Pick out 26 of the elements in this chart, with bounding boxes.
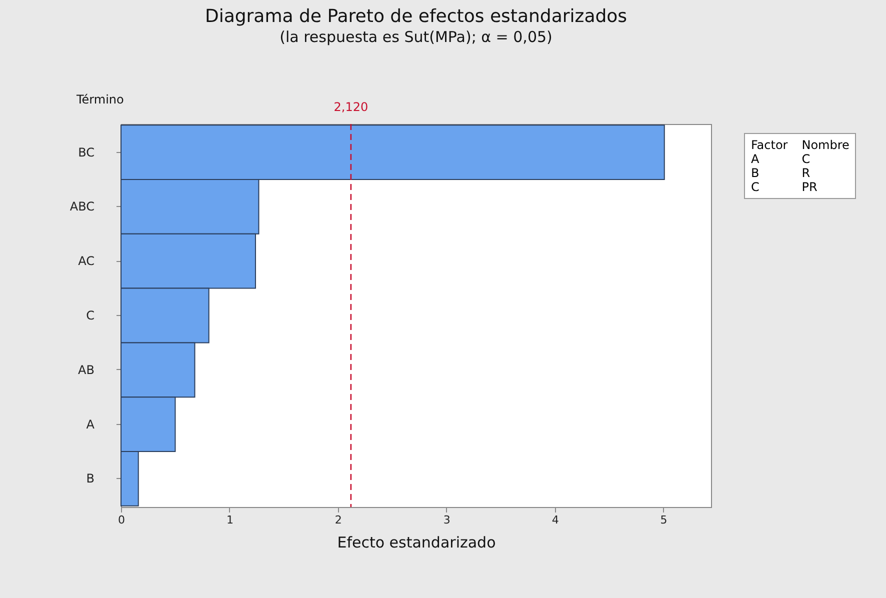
ref-line-label: 2,120	[334, 100, 368, 114]
text: A	[751, 152, 760, 166]
x-tick-label: 5	[660, 514, 668, 526]
x-tick-label: 0	[118, 514, 125, 526]
chart-subtitle: (la respuesta es Sut(MPa); α = 0,05)	[280, 28, 552, 46]
x-axis-title: Efecto estandarizado	[337, 534, 496, 552]
text: Nombre	[802, 138, 850, 152]
y-tick-label: AB	[78, 362, 94, 377]
y-tick-label: ABC	[70, 200, 94, 214]
text: B	[751, 166, 760, 180]
x-tick-label: 1	[226, 514, 234, 526]
text: PR	[802, 180, 818, 194]
y-tick-label: C	[86, 308, 94, 322]
text: C	[802, 152, 812, 166]
y-axis-title: Término	[76, 92, 124, 106]
y-tick-label: BC	[78, 145, 94, 160]
x-tick-label: 3	[443, 514, 450, 526]
text: Factor	[751, 138, 788, 152]
text: R	[802, 166, 812, 180]
text: C	[751, 180, 760, 194]
y-tick-label: AC	[78, 254, 94, 268]
y-tick-label: A	[86, 417, 96, 432]
chart-title: Diagrama de Pareto de efectos estandarizados	[204, 6, 628, 27]
x-tick-label: 4	[552, 514, 559, 526]
y-tick-label: B	[86, 472, 94, 486]
x-tick-label: 2	[334, 514, 342, 526]
